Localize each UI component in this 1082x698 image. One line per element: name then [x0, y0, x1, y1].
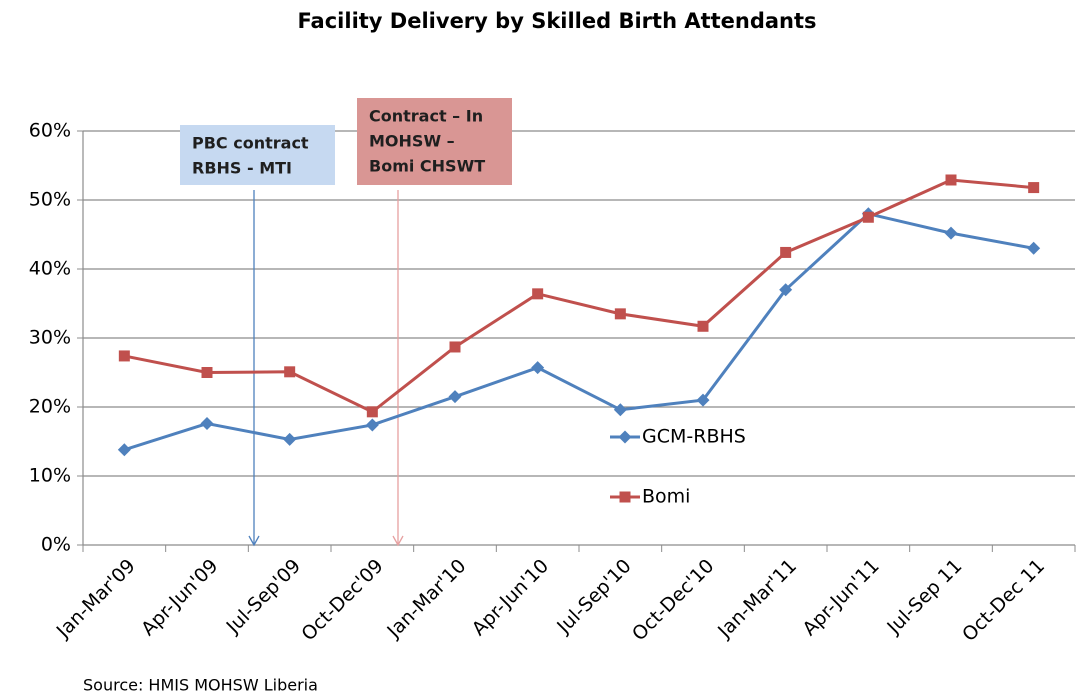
x-tick-label: Jul-Sep'09: [222, 555, 305, 638]
data-point: [449, 341, 461, 353]
arrow-head: [248, 535, 260, 547]
annotation-text: MOHSW –: [369, 132, 455, 151]
y-tick-label: 30%: [29, 327, 71, 349]
annotation-text: RBHS - MTI: [192, 159, 292, 178]
data-point: [613, 403, 627, 417]
x-tick-label: Oct-Dec 11: [958, 555, 1049, 646]
legend-label: Bomi: [642, 486, 690, 508]
annotation-box: [357, 98, 512, 185]
data-point: [284, 366, 296, 378]
data-point: [944, 226, 958, 240]
x-tick-label: Oct-Dec'09: [297, 555, 387, 645]
x-tick-label: Oct-Dec'10: [628, 555, 718, 645]
data-point: [862, 211, 874, 223]
legend-label: GCM-RBHS: [642, 426, 746, 448]
data-point: [365, 418, 379, 432]
y-tick-label: 50%: [29, 189, 71, 211]
series-line: [124, 178, 1034, 414]
x-tick-label: Jan-Mar'10: [382, 555, 470, 643]
x-tick-label: Jul-Sep 11: [882, 555, 966, 639]
data-point: [779, 283, 793, 297]
legend-marker: [618, 430, 632, 444]
data-point: [780, 246, 792, 258]
x-tick-label: Apr-Jun'09: [137, 555, 222, 640]
data-point: [201, 367, 213, 378]
x-tick-label: Jul-Sep'10: [552, 555, 635, 638]
data-point: [532, 288, 544, 300]
arrow-head: [392, 535, 404, 547]
data-point: [614, 308, 626, 320]
data-point: [696, 393, 710, 407]
data-point: [366, 406, 378, 418]
annotation-text: Bomi CHSWT: [369, 157, 485, 176]
y-tick-label: 60%: [29, 120, 71, 142]
y-tick-label: 40%: [29, 258, 71, 280]
x-tick-label: Jan-Mar'11: [713, 555, 801, 643]
data-point: [1028, 182, 1040, 194]
data-point: [448, 390, 462, 404]
data-point: [283, 432, 297, 446]
data-point: [945, 174, 957, 186]
data-point: [1027, 241, 1041, 255]
data-point: [118, 350, 130, 362]
annotation-text: PBC contract: [192, 134, 309, 153]
x-tick-label: Apr-Jun'11: [798, 555, 883, 640]
data-point: [697, 320, 709, 332]
data-point: [200, 417, 214, 431]
annotation-box: [180, 125, 335, 185]
source-note: Source: HMIS MOHSW Liberia: [83, 676, 318, 695]
data-point: [531, 361, 545, 375]
data-point: [117, 443, 131, 457]
y-tick-label: 20%: [29, 396, 71, 418]
x-tick-label: Jan-Mar'09: [52, 555, 140, 643]
series-line: [123, 212, 1034, 452]
legend-marker: [619, 491, 631, 503]
chart-title: Facility Delivery by Skilled Birth Atten…: [297, 9, 816, 33]
y-tick-label: 0%: [41, 534, 71, 556]
x-tick-label: Apr-Jun'10: [468, 555, 553, 640]
annotation-text: Contract – In: [369, 107, 483, 126]
y-tick-label: 10%: [29, 465, 71, 487]
